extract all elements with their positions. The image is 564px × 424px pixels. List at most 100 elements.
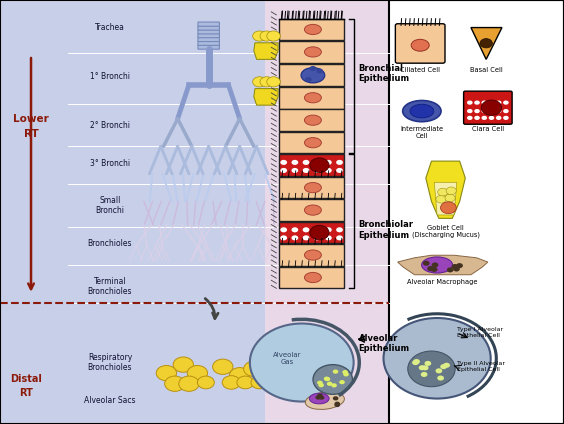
Polygon shape bbox=[254, 89, 278, 105]
Circle shape bbox=[334, 402, 340, 406]
Polygon shape bbox=[426, 161, 465, 218]
FancyBboxPatch shape bbox=[279, 177, 344, 198]
Circle shape bbox=[336, 227, 343, 232]
Circle shape bbox=[481, 100, 501, 115]
Circle shape bbox=[408, 351, 455, 387]
FancyBboxPatch shape bbox=[464, 91, 512, 124]
Circle shape bbox=[496, 100, 501, 105]
Circle shape bbox=[480, 39, 492, 48]
Circle shape bbox=[423, 261, 430, 266]
Text: Alveolar Sacs: Alveolar Sacs bbox=[84, 396, 136, 405]
Circle shape bbox=[292, 160, 298, 165]
Circle shape bbox=[496, 109, 501, 113]
Circle shape bbox=[456, 263, 463, 268]
FancyBboxPatch shape bbox=[198, 26, 219, 30]
Circle shape bbox=[327, 382, 332, 386]
Circle shape bbox=[446, 187, 456, 195]
Circle shape bbox=[316, 68, 323, 74]
Circle shape bbox=[431, 262, 438, 268]
Text: Bronchial
Epithelium: Bronchial Epithelium bbox=[359, 64, 410, 83]
Ellipse shape bbox=[301, 67, 325, 83]
Circle shape bbox=[237, 376, 254, 389]
Text: Lower: Lower bbox=[13, 114, 49, 124]
Circle shape bbox=[431, 267, 438, 272]
Circle shape bbox=[440, 364, 447, 369]
Circle shape bbox=[482, 100, 487, 105]
Circle shape bbox=[482, 116, 487, 120]
Circle shape bbox=[173, 357, 193, 372]
Circle shape bbox=[427, 266, 434, 271]
FancyBboxPatch shape bbox=[198, 33, 219, 38]
Circle shape bbox=[253, 77, 266, 87]
Circle shape bbox=[324, 377, 329, 381]
Circle shape bbox=[443, 363, 450, 368]
Circle shape bbox=[222, 376, 240, 389]
FancyBboxPatch shape bbox=[279, 267, 344, 288]
Circle shape bbox=[447, 268, 453, 273]
Circle shape bbox=[503, 100, 509, 105]
Polygon shape bbox=[434, 182, 457, 215]
Text: Intermediate
Cell: Intermediate Cell bbox=[400, 126, 443, 139]
Text: 1° Bronchi: 1° Bronchi bbox=[90, 72, 130, 81]
Circle shape bbox=[303, 160, 310, 165]
Circle shape bbox=[474, 100, 480, 105]
Circle shape bbox=[440, 202, 456, 214]
Ellipse shape bbox=[305, 137, 321, 148]
Text: RT: RT bbox=[19, 388, 33, 398]
Circle shape bbox=[251, 376, 268, 389]
Circle shape bbox=[438, 188, 448, 196]
Text: 3° Bronchi: 3° Bronchi bbox=[90, 159, 130, 168]
Text: Trachea: Trachea bbox=[95, 23, 125, 32]
Text: Terminal
Bronchioles: Terminal Bronchioles bbox=[88, 276, 132, 296]
Circle shape bbox=[333, 396, 338, 401]
Circle shape bbox=[260, 31, 274, 41]
Circle shape bbox=[260, 77, 274, 87]
Circle shape bbox=[331, 383, 337, 388]
Ellipse shape bbox=[305, 24, 321, 35]
Ellipse shape bbox=[305, 115, 321, 126]
Circle shape bbox=[488, 116, 494, 120]
Circle shape bbox=[336, 235, 343, 240]
Circle shape bbox=[250, 324, 354, 402]
FancyBboxPatch shape bbox=[389, 0, 564, 424]
Polygon shape bbox=[398, 255, 488, 275]
Polygon shape bbox=[471, 28, 502, 59]
Circle shape bbox=[334, 403, 340, 407]
FancyBboxPatch shape bbox=[279, 64, 344, 86]
Circle shape bbox=[496, 116, 501, 120]
Ellipse shape bbox=[305, 47, 321, 57]
Circle shape bbox=[317, 381, 323, 385]
Text: 2° Bronchi: 2° Bronchi bbox=[90, 120, 130, 130]
FancyBboxPatch shape bbox=[279, 154, 344, 176]
Circle shape bbox=[474, 109, 480, 113]
Circle shape bbox=[488, 109, 494, 113]
FancyBboxPatch shape bbox=[279, 222, 344, 243]
Circle shape bbox=[314, 168, 320, 173]
Circle shape bbox=[305, 77, 312, 82]
Circle shape bbox=[165, 376, 185, 391]
Circle shape bbox=[342, 370, 348, 374]
Circle shape bbox=[467, 109, 473, 113]
Text: Alveolar
Gas: Alveolar Gas bbox=[274, 352, 302, 365]
Ellipse shape bbox=[305, 392, 345, 410]
FancyBboxPatch shape bbox=[279, 132, 344, 153]
Circle shape bbox=[325, 160, 332, 165]
Circle shape bbox=[230, 368, 250, 383]
FancyBboxPatch shape bbox=[198, 45, 219, 49]
Text: Basal Cell: Basal Cell bbox=[470, 67, 503, 73]
Circle shape bbox=[336, 168, 343, 173]
Circle shape bbox=[339, 380, 345, 384]
Ellipse shape bbox=[305, 272, 321, 283]
Circle shape bbox=[303, 235, 310, 240]
Circle shape bbox=[467, 116, 473, 120]
FancyBboxPatch shape bbox=[198, 37, 219, 42]
Ellipse shape bbox=[421, 257, 452, 273]
Circle shape bbox=[303, 227, 310, 232]
Ellipse shape bbox=[305, 205, 321, 215]
Circle shape bbox=[187, 365, 208, 381]
Ellipse shape bbox=[309, 393, 329, 404]
Text: Bronchioles: Bronchioles bbox=[88, 239, 132, 248]
Circle shape bbox=[313, 365, 352, 394]
Circle shape bbox=[488, 100, 494, 105]
Circle shape bbox=[314, 227, 320, 232]
